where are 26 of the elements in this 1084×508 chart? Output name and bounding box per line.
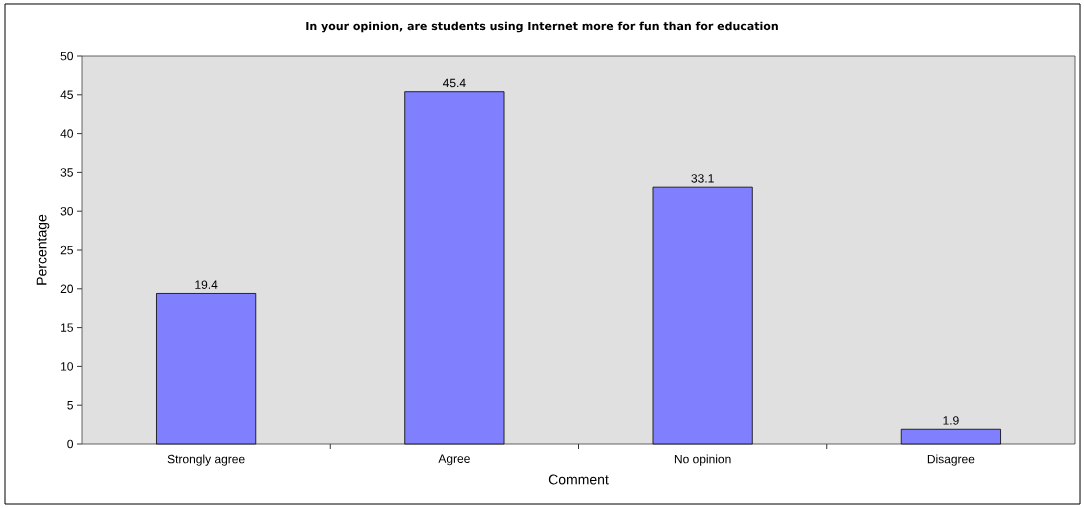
x-tick-label: Strongly agree bbox=[167, 454, 245, 466]
data-label: 45.4 bbox=[442, 78, 466, 88]
data-label: 33.1 bbox=[691, 174, 714, 183]
y-tick-label: 45 bbox=[60, 90, 73, 99]
y-tick-label: 5 bbox=[67, 401, 73, 410]
y-tick-label: 0 bbox=[67, 439, 74, 449]
y-tick-label: 35 bbox=[60, 168, 73, 177]
bar bbox=[652, 186, 753, 445]
bar bbox=[156, 293, 257, 445]
y-tick-label: 40 bbox=[60, 129, 74, 138]
y-tick-label: 20 bbox=[60, 284, 74, 294]
y-tick-label: 10 bbox=[61, 362, 74, 371]
y-tick-label: 15 bbox=[61, 323, 73, 332]
data-label: 19.4 bbox=[195, 280, 218, 289]
y-tick-label: 30 bbox=[60, 206, 74, 216]
bar bbox=[900, 428, 1001, 445]
x-tick-label: Agree bbox=[438, 454, 470, 466]
y-axis-title: Percentage bbox=[36, 214, 50, 285]
x-tick-label: Disagree bbox=[927, 454, 975, 466]
y-tick-label: 25 bbox=[60, 245, 73, 255]
data-label: 1.9 bbox=[943, 416, 959, 425]
bar bbox=[404, 91, 505, 445]
y-tick-label: 50 bbox=[60, 51, 74, 61]
x-tick-label: No opinion bbox=[674, 454, 731, 466]
x-axis-title: Comment bbox=[548, 474, 609, 485]
chart-title: In your opinion, are students using Internet more for fun than for education bbox=[306, 21, 778, 33]
